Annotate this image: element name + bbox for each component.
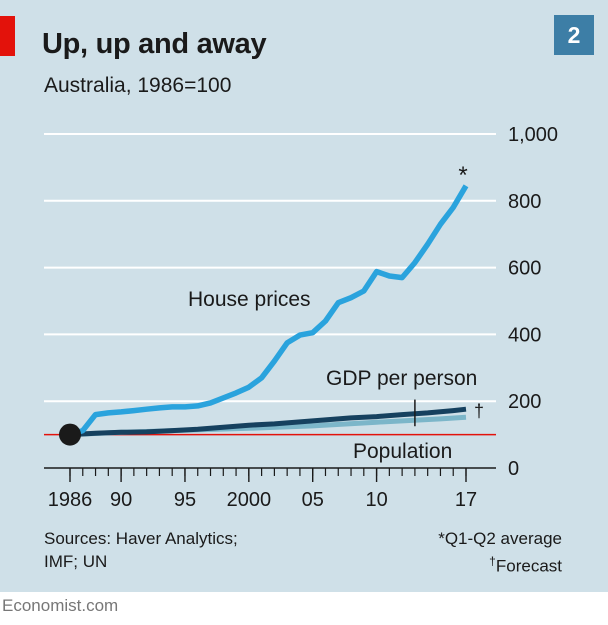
- chart-subtitle: Australia, 1986=100: [44, 74, 232, 97]
- footnote-forecast: †Forecast: [438, 550, 562, 578]
- footnote-average-marker: *: [438, 529, 445, 548]
- sources-line-2: IMF; UN: [44, 552, 108, 571]
- y-tick-label: 400: [508, 324, 541, 346]
- chart-number-badge: 2: [554, 15, 594, 55]
- line-chart: 0 200 400 600 800 1,000 1986 90 95 2000 05 10 17 * † Ho…: [44, 124, 558, 511]
- series-line-house-prices: [69, 184, 469, 438]
- brand-red-tag: [0, 16, 15, 56]
- x-tick-label: 2000: [227, 489, 272, 511]
- y-tick-label: 1,000: [508, 124, 558, 146]
- start-point-marker: [59, 423, 81, 446]
- sources-line-1: Sources: Haver Analytics;: [44, 529, 238, 548]
- x-tick-label: 90: [110, 489, 132, 511]
- y-tick-label: 800: [508, 191, 541, 213]
- footnote-forecast-text: Forecast: [495, 556, 562, 576]
- gdp-end-marker: †: [474, 401, 484, 421]
- footnote-average: *Q1-Q2 average: [438, 527, 562, 550]
- footnote-forecast-marker: †: [489, 554, 496, 568]
- sources-note: Sources: Haver Analytics; IMF; UN: [44, 527, 238, 573]
- x-tick-label: 05: [302, 489, 324, 511]
- annotation-gdp-per-person: GDP per person: [326, 367, 477, 390]
- house-prices-end-marker: *: [458, 162, 467, 189]
- footnotes: *Q1-Q2 average †Forecast: [438, 527, 562, 578]
- chart-panel: [0, 0, 608, 592]
- series-line-gdp-per-person: [69, 406, 467, 438]
- x-tick-label: 1986: [48, 489, 93, 511]
- economist-brand: Economist.com: [2, 596, 119, 615]
- annotation-house-prices: House prices: [188, 288, 311, 311]
- y-tick-label: 600: [508, 258, 541, 280]
- chart-title: Up, up and away: [42, 28, 267, 60]
- x-tick-label: 95: [174, 489, 196, 511]
- x-tick-label: 10: [365, 489, 387, 511]
- x-tick-label: 17: [455, 489, 477, 511]
- y-tick-label: 0: [508, 458, 519, 480]
- y-tick-label: 200: [508, 391, 541, 413]
- annotation-population: Population: [353, 440, 452, 463]
- footnote-average-text: Q1-Q2 average: [444, 529, 562, 548]
